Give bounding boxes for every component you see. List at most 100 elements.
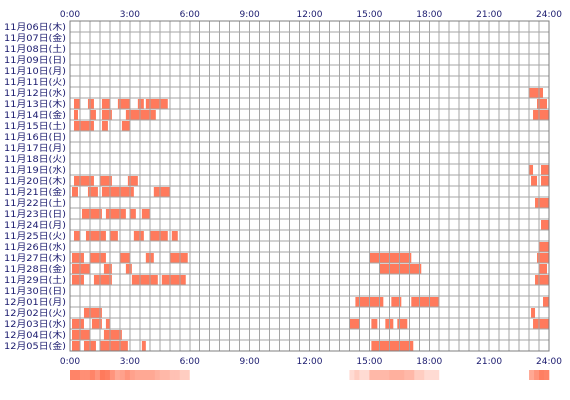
density-cell (514, 370, 520, 380)
activity-bar (99, 341, 128, 351)
activity-bar (141, 341, 146, 351)
x-tick-label-top: 18:00 (416, 10, 442, 20)
density-cell (319, 370, 325, 380)
density-cell (424, 370, 430, 380)
density-cell (119, 370, 126, 380)
activity-bar (73, 176, 94, 186)
density-cell (204, 370, 211, 380)
activity-bar (137, 99, 144, 109)
density-cell (444, 370, 450, 380)
density-cell (84, 370, 91, 380)
density-cell (219, 370, 225, 380)
row-label: 11月11日(火) (4, 77, 66, 88)
activity-bar (83, 308, 102, 318)
activity-bar (539, 242, 549, 252)
density-cell (274, 370, 280, 380)
x-tick-label-bottom: 3:00 (120, 357, 140, 367)
activity-bar (72, 330, 90, 340)
density-cell (544, 370, 550, 380)
row-label: 11月28日(金) (4, 263, 66, 275)
density-cell (309, 370, 315, 380)
density-cell (394, 370, 400, 380)
density-cell (124, 370, 131, 380)
activity-bar (371, 341, 414, 351)
labels: 0:00 0:00 3:00 3:00 6:00 6:00 9:00 9:00 12:00 12:… (4, 10, 562, 367)
density-cell (269, 370, 275, 380)
row-label: 11月27日(木) (4, 252, 66, 264)
activity-bar (129, 209, 136, 219)
row-label: 11月23日(日) (4, 209, 66, 220)
activity-bar (125, 264, 132, 274)
density-cell (509, 370, 515, 380)
activity-bar (149, 231, 168, 241)
density-cell (489, 370, 495, 380)
activity-bar (85, 231, 106, 241)
x-tick-label-bottom: 12:00 (297, 357, 323, 367)
activity-bar (72, 264, 90, 274)
x-tick-label-bottom: 0:00 (60, 357, 80, 367)
row-label: 11月16日(日) (4, 132, 66, 143)
density-cell (129, 370, 136, 380)
activity-bar (541, 220, 549, 230)
density-cell (314, 370, 320, 380)
row-label: 11月24日(月) (4, 220, 66, 231)
row-label: 11月18日(火) (4, 154, 66, 165)
density-cell (419, 370, 425, 380)
density-cell (434, 370, 440, 380)
x-tick-label-bottom: 15:00 (356, 357, 382, 367)
x-tick-label-top: 12:00 (297, 10, 323, 20)
activity-bar (72, 187, 78, 197)
activity-bar (89, 253, 106, 263)
activity-bar (371, 319, 378, 329)
density-cell (109, 370, 116, 380)
density-cell (99, 370, 106, 380)
activity-bar (397, 319, 408, 329)
row-label: 11月09日(日) (4, 55, 66, 66)
row-label: 12月03日(水) (4, 318, 66, 330)
density-cell (344, 370, 350, 380)
x-tick-label-bottom: 21:00 (476, 357, 502, 367)
activity-bar (105, 319, 110, 329)
density-cell (404, 370, 410, 380)
row-label: 11月26日(水) (4, 241, 66, 253)
x-tick-label-top: 0:00 (60, 10, 80, 20)
density-cell (529, 370, 535, 380)
density-cell (524, 370, 530, 380)
activity-bar (101, 110, 112, 120)
activity-bar (535, 198, 549, 208)
row-label: 11月22日(土) (4, 197, 66, 209)
activity-bar (73, 99, 80, 109)
density-strip (70, 370, 550, 380)
density-cell (454, 370, 460, 380)
row-label: 12月02日(火) (4, 308, 66, 319)
activity-bar (105, 209, 126, 219)
row-label: 11月06日(木) (4, 21, 66, 33)
activity-bar (141, 209, 150, 219)
density-cell (484, 370, 490, 380)
activity-bar (349, 319, 360, 329)
density-cell (134, 370, 141, 380)
density-cell (339, 370, 345, 380)
activity-bar (121, 121, 130, 131)
x-tick-label-top: 15:00 (356, 10, 382, 20)
density-cell (459, 370, 465, 380)
density-cell (469, 370, 475, 380)
density-cell (359, 370, 365, 380)
row-label: 11月10日(月) (4, 66, 66, 77)
density-cell (169, 370, 176, 380)
density-cell (494, 370, 500, 380)
x-tick-label-bottom: 18:00 (416, 357, 442, 367)
density-cell (244, 370, 250, 380)
density-cell (94, 370, 101, 380)
x-tick-label-top: 24:00 (536, 10, 562, 20)
density-cell (409, 370, 415, 380)
activity-bar (93, 275, 112, 285)
density-cell (154, 370, 161, 380)
density-cell (294, 370, 300, 380)
row-label: 12月04日(木) (4, 329, 66, 341)
density-cell (289, 370, 295, 380)
density-cell (174, 370, 181, 380)
density-cell (349, 370, 355, 380)
activity-bar (153, 187, 170, 197)
density-cell (304, 370, 310, 380)
